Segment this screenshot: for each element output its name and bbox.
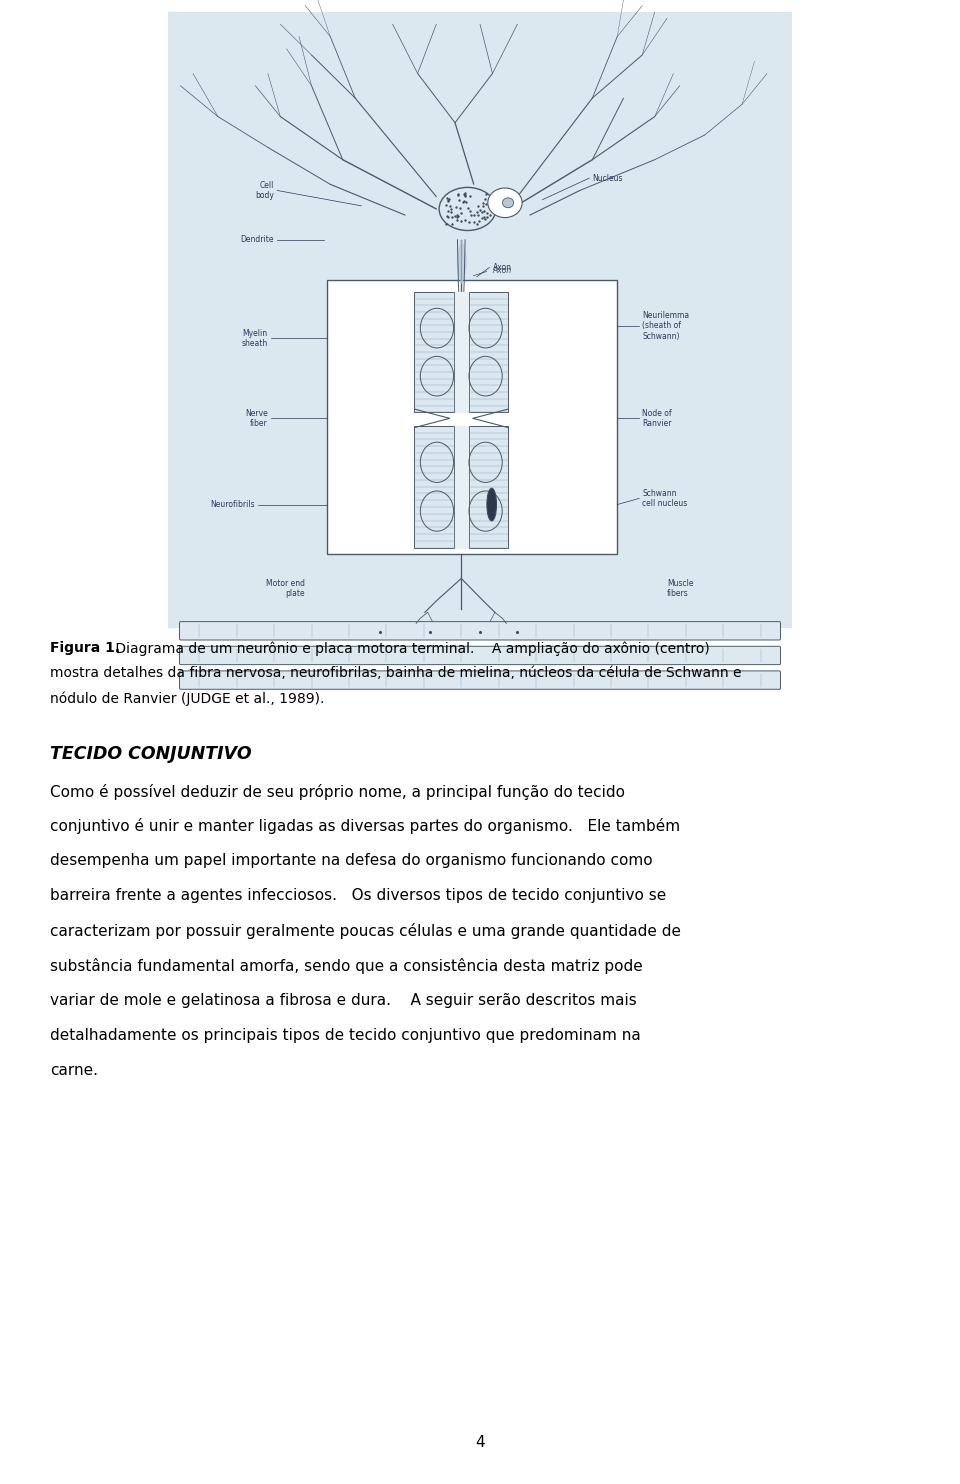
Text: TECIDO CONJUNTIVO: TECIDO CONJUNTIVO (50, 745, 252, 763)
Text: substância fundamental amorfa, sendo que a consistência desta matriz pode: substância fundamental amorfa, sendo que… (50, 959, 642, 974)
FancyBboxPatch shape (180, 646, 780, 665)
Text: barreira frente a agentes infecciosos.   Os diversos tipos de tecido conjuntivo : barreira frente a agentes infecciosos. O… (50, 887, 666, 904)
FancyBboxPatch shape (168, 12, 792, 628)
Text: nódulo de Ranvier (JUDGE et al., 1989).: nódulo de Ranvier (JUDGE et al., 1989). (50, 692, 324, 706)
Text: Axon: Axon (492, 263, 512, 272)
FancyBboxPatch shape (468, 292, 508, 413)
Text: Nucleus: Nucleus (592, 174, 623, 183)
Ellipse shape (502, 197, 514, 208)
Text: conjuntivo é unir e manter ligadas as diversas partes do organismo.   Ele também: conjuntivo é unir e manter ligadas as di… (50, 818, 680, 834)
Text: Axon: Axon (492, 266, 512, 275)
Text: Cell
body: Cell body (255, 181, 275, 200)
FancyBboxPatch shape (327, 280, 617, 554)
Ellipse shape (439, 187, 496, 230)
Text: detalhadamente os principais tipos de tecido conjuntivo que predominam na: detalhadamente os principais tipos de te… (50, 1027, 640, 1043)
Text: Neurilemma
(sheath of
Schwann): Neurilemma (sheath of Schwann) (642, 312, 689, 341)
Text: Schwann
cell nucleus: Schwann cell nucleus (642, 488, 687, 508)
FancyBboxPatch shape (468, 426, 508, 548)
Text: Motor end
plate: Motor end plate (266, 579, 305, 598)
Text: caracterizam por possuir geralmente poucas células e uma grande quantidade de: caracterizam por possuir geralmente pouc… (50, 923, 681, 939)
Text: 4: 4 (475, 1435, 485, 1450)
Text: Nerve
fiber: Nerve fiber (245, 408, 268, 427)
Text: Como é possível deduzir de seu próprio nome, a principal função do tecido: Como é possível deduzir de seu próprio n… (50, 784, 625, 800)
Text: Figura 1.: Figura 1. (50, 641, 120, 654)
Text: mostra detalhes da fibra nervosa, neurofibrilas, bainha de mielina, núcleos da c: mostra detalhes da fibra nervosa, neurof… (50, 666, 741, 680)
Text: Node of
Ranvier: Node of Ranvier (642, 408, 672, 427)
FancyBboxPatch shape (415, 426, 453, 548)
Text: desempenha um papel importante na defesa do organismo funcionando como: desempenha um papel importante na defesa… (50, 853, 653, 868)
Text: Neurofibrils: Neurofibrils (211, 500, 255, 509)
Text: Myelin
sheath: Myelin sheath (242, 328, 268, 347)
Text: Muscle
fibers: Muscle fibers (667, 579, 694, 598)
FancyBboxPatch shape (415, 292, 453, 413)
Ellipse shape (488, 188, 522, 218)
FancyBboxPatch shape (180, 671, 780, 689)
FancyBboxPatch shape (180, 622, 780, 640)
Text: Dendrite: Dendrite (241, 236, 275, 245)
Ellipse shape (487, 488, 496, 521)
Text: Diagrama de um neurônio e placa motora terminal.    A ampliação do axônio (centr: Diagrama de um neurônio e placa motora t… (111, 641, 710, 656)
Text: variar de mole e gelatinosa a fibrosa e dura.    A seguir serão descritos mais: variar de mole e gelatinosa a fibrosa e … (50, 993, 636, 1008)
Text: carne.: carne. (50, 1063, 98, 1077)
